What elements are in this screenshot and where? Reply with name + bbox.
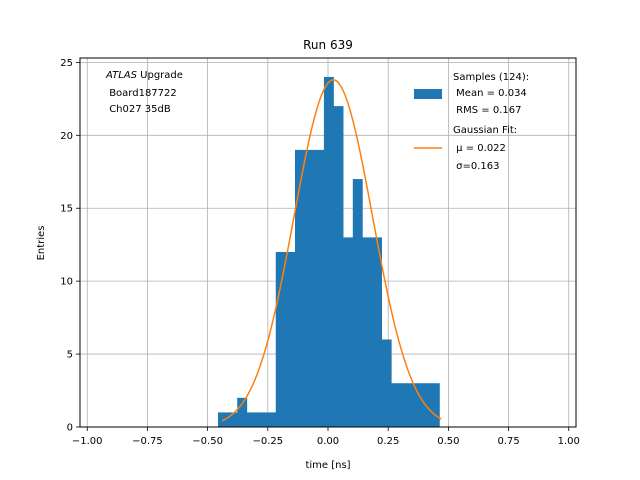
histogram-bar [304,149,315,427]
x-tick-label: 1.00 [558,436,580,447]
y-axis-label: Entries [36,226,47,261]
x-tick-label: 0.00 [317,436,339,447]
y-tick-label: 15 [60,204,73,215]
histogram-bar [314,149,325,427]
histogram-bar [285,251,296,427]
histogram-bar [343,237,354,427]
x-tick-label: 0.75 [497,436,519,447]
annotation-channel: Ch027 35dB [109,104,171,115]
histogram-bar [362,237,373,427]
legend-samples-mean: Mean = 0.034 [453,88,527,99]
y-tick-label: 20 [60,131,73,142]
annotation-block: ATLAS Upgrade Board187722 Ch027 35dB [105,70,183,115]
histogram-bar [266,412,277,427]
histogram-bar [429,383,440,427]
histogram-bar [410,383,421,427]
histogram-bar [237,397,248,427]
x-tick-label: −0.75 [132,436,163,447]
legend: Samples (124): Mean = 0.034 RMS = 0.167 … [414,72,529,172]
annotation-line-1: ATLAS Upgrade [105,70,183,81]
legend-fit-mu: μ = 0.022 [453,143,506,154]
annotation-board: Board187722 [109,88,177,99]
x-tick-label: −1.00 [72,436,103,447]
y-tick-label: 5 [67,350,73,361]
histogram-bar [217,412,238,427]
x-tick-label: −0.50 [192,436,223,447]
histogram-bar [333,106,344,427]
fit-curve-layer [221,79,442,422]
gaussian-fit-line [221,79,442,422]
legend-fit-label: Gaussian Fit: [453,125,517,136]
histogram-bar [381,339,392,427]
legend-samples-rms: RMS = 0.167 [453,105,521,116]
histogram-bar [323,76,334,427]
ticks-layer: −1.00 −0.75 −0.50 −0.25 0.00 0.25 0.50 0.75 1.00… [60,58,580,447]
histogram-bar [372,237,382,427]
y-tick-label: 10 [60,277,73,288]
legend-samples-label: Samples (124): [453,72,529,83]
legend-fit-sigma: σ=0.163 [453,161,500,172]
y-tick-label: 25 [60,58,73,69]
x-tick-label: −0.25 [252,436,283,447]
histogram-bar [352,179,363,427]
histogram-bar [295,149,305,427]
histogram-bar [256,412,267,427]
annotation-line-3: Ch027 35dB [106,104,171,115]
chart-title: Run 639 [303,38,353,52]
annotation-line-2: Board187722 [106,88,177,99]
y-tick-label: 0 [67,423,73,434]
x-tick-label: 0.50 [437,436,459,447]
histogram-bar [275,251,286,427]
x-tick-label: 0.25 [377,436,399,447]
annotation-atlas: ATLAS [105,70,138,81]
histogram-bar [400,383,411,427]
x-axis-label: time [ns] [305,460,350,471]
annotation-upgrade: Upgrade [137,70,183,81]
histogram-bar [391,383,402,427]
legend-samples-swatch [414,89,442,99]
histogram-bar [246,412,257,427]
